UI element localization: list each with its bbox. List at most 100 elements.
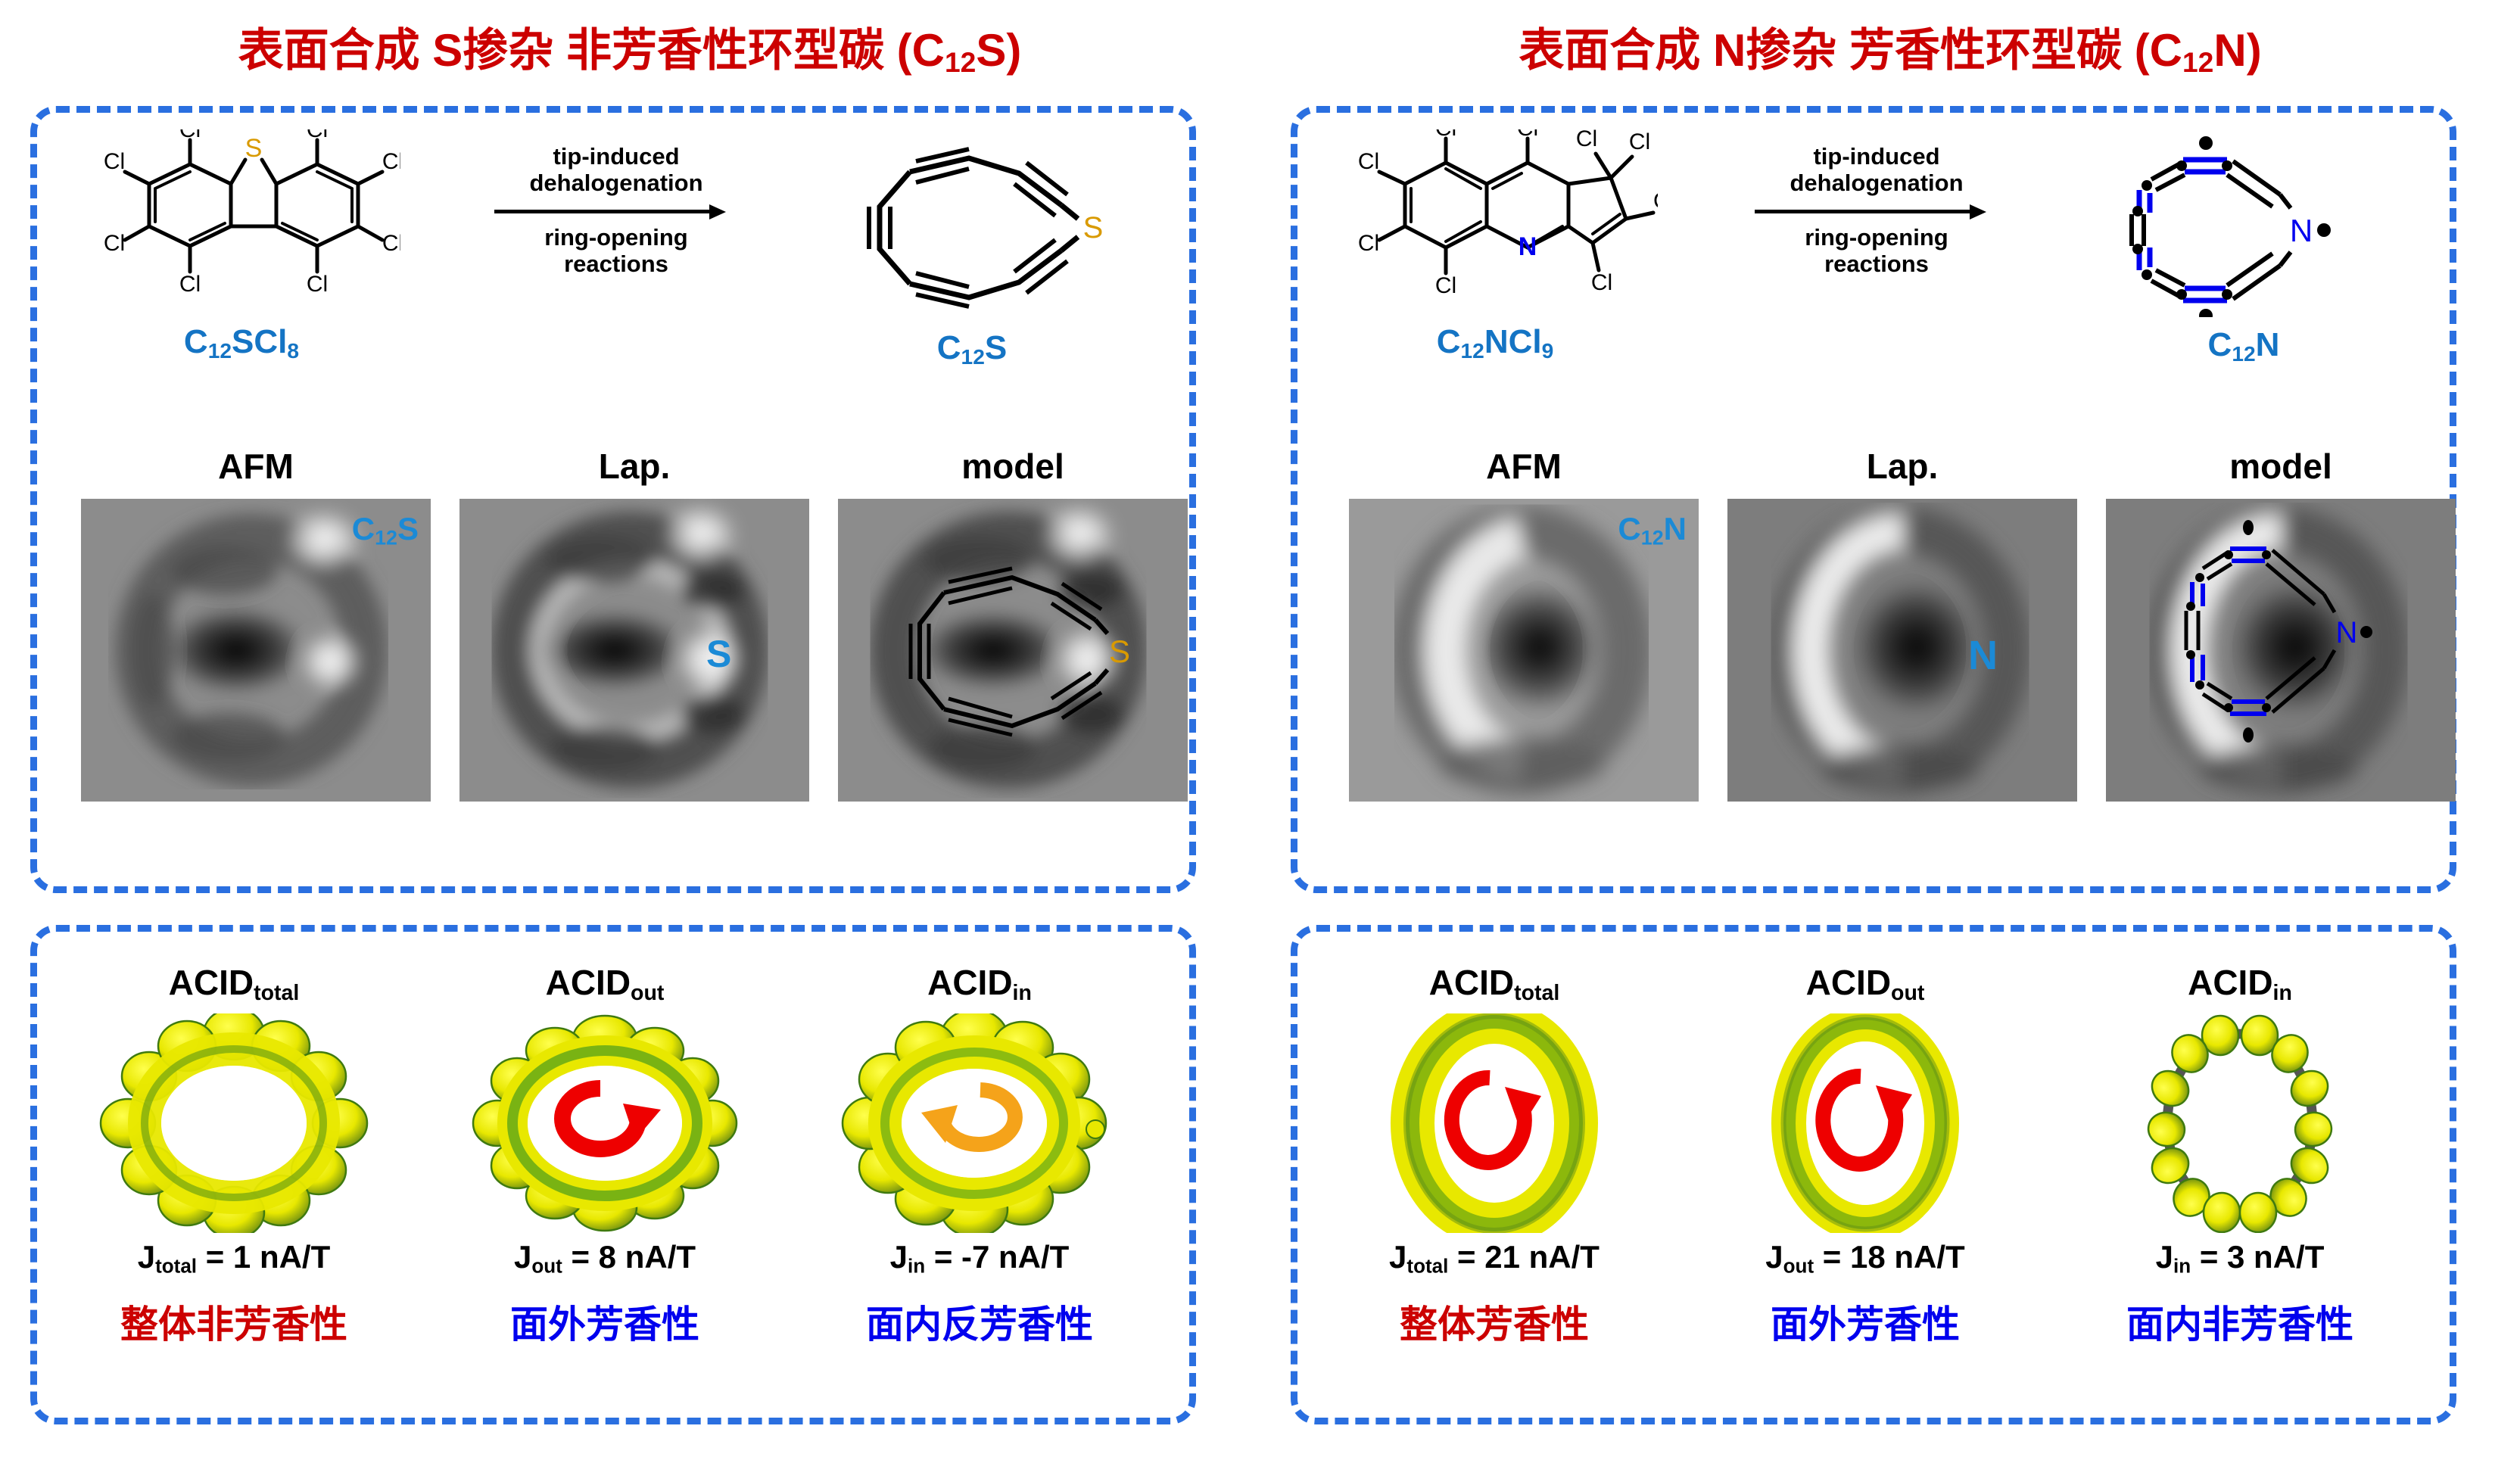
c12scl8-svg: S Cl Cl Cl Cl Cl Cl Cl Cl [104,129,400,297]
acid-label-out-right: ACIDout [1805,963,1925,1005]
nitrogen-atom-label: N [1519,232,1537,261]
lap-image-c12n[interactable]: N [1727,499,2077,802]
reactant-structure-c12scl8: S Cl Cl Cl Cl Cl Cl Cl Cl C12SCl8 [83,129,400,363]
svg-text:Cl: Cl [179,272,201,297]
product-label-right: C12N [2207,326,2280,366]
svg-text:Cl: Cl [1576,129,1597,151]
image-label-lap-left: Lap. [598,447,671,486]
acid-plot-in-right[interactable] [2054,1013,2425,1233]
c12n-ring-svg: N [2129,136,2331,317]
panel-title-left: 表面合成 S掺杂 非芳香性环型碳 (C12S) [0,14,1260,79]
arrow-above-line1-right: tip-induced [1813,143,1940,170]
j-value-in-left: Jin = -7 nA/T [889,1238,1070,1278]
j-value-total-right: Jtotal = 21 nA/T [1389,1238,1600,1278]
acid-col-in-left: ACIDin [802,962,1157,1349]
arrow-shaft-left [491,201,741,221]
acid-col-total-left: ACIDtotal [60,962,408,1349]
image-label-model-left: model [961,447,1064,486]
clockwise-arrow-icon [554,1079,661,1157]
c12s-ring-svg: S [867,147,1104,309]
acid-label-total-right: ACIDtotal [1428,963,1560,1005]
svg-text:Cl: Cl [104,231,125,256]
j-value-total-left: Jtotal = 1 nA/T [137,1238,331,1278]
svg-text:Cl: Cl [1517,129,1538,141]
acid-plot-out-left[interactable] [431,1013,779,1233]
j-value-out-right: Jout = 18 nA/T [1765,1238,1965,1278]
image-col-lap-left: Lap. [459,446,809,802]
panel-c12s: 表面合成 S掺杂 非芳香性环型碳 (C12S) [0,14,1260,1424]
title-right-post: N) [2213,25,2262,76]
model-overlay-structure-n [2184,546,2337,716]
svg-text:Cl: Cl [1591,270,1612,295]
image-col-lap-right: Lap. N [1727,446,2077,802]
image-label-afm-right: AFM [1486,447,1562,486]
reaction-arrow-right: tip-induced dehalogenation ring-opening … [1752,143,2001,277]
afm-image-c12n[interactable]: C12N [1349,499,1699,802]
arrow-below-line2-right: reactions [1824,250,1929,277]
acid-col-out-left: ACIDout [431,962,779,1349]
arrow-above-line2-left: dehalogenation [529,170,703,197]
arrow-head-icon [709,204,726,219]
model-overlay-structure [908,566,1110,737]
arrow-above-line2-right: dehalogenation [1790,170,1964,197]
svg-text:Cl: Cl [1629,129,1650,154]
conclusion-out-right: 面外芳香性 [1771,1303,1960,1346]
title-right-sub: 12 [2182,46,2214,79]
svg-text:Cl: Cl [307,129,328,142]
nitrogen-atom-label-product: N [2290,213,2313,248]
image-col-afm-left: AFM [81,446,431,802]
reactant-label-right: C12NCl9 [1436,323,1554,363]
title-left-sub: 12 [944,46,977,79]
acid-plot-total-left[interactable] [60,1013,408,1233]
acid-box-left: ACIDtotal [30,925,1196,1424]
model-image-c12s[interactable]: S [838,499,1188,802]
title-right-pre: 表面合成 N掺杂 芳香性环型碳 (C [1519,25,2182,76]
model-image-c12n[interactable]: N [2106,499,2456,802]
overlay-label-model-right: N [2336,616,2358,649]
svg-text:Cl: Cl [179,129,201,142]
afm-image-c12s[interactable]: C12S [81,499,431,802]
svg-text:Cl: Cl [1435,129,1456,141]
acid-label-in-right: ACIDin [2188,963,2292,1005]
arrow-below-line2-left: reactions [564,250,668,277]
overlay-label-lap-left: S [706,633,732,675]
j-value-out-left: Jout = 8 nA/T [513,1238,696,1278]
acid-col-total-right: ACIDtotal Jtotal [1320,962,1668,1349]
conclusion-in-right: 面内非芳香性 [2126,1303,2353,1346]
acid-plot-out-right[interactable] [1691,1013,2039,1233]
acid-plot-in-left[interactable] [802,1013,1157,1233]
svg-text:Cl: Cl [1358,231,1379,256]
overlay-label-model-left: S [1109,634,1130,669]
conclusion-total-right: 整体芳香性 [1400,1303,1589,1346]
title-left-post: S) [976,25,1022,76]
arrow-shaft-right [1752,201,2001,221]
acid-label-in-left: ACIDin [927,963,1032,1005]
product-structure-c12s: S C12S [821,140,1123,369]
panel-c12n: 表面合成 N掺杂 芳香性环型碳 (C12N) [1260,0,2520,1457]
image-label-model-right: model [2229,447,2332,486]
conclusion-total-left: 整体非芳香性 [120,1303,347,1346]
acid-col-in-right: ACIDin [2054,962,2425,1349]
reaction-and-imaging-box-right: N Cl Cl Cl Cl Cl Cl Cl Cl Cl C12NCl9 [1291,106,2456,893]
panel-title-right: 表面合成 N掺杂 芳香性环型碳 (C12N) [1260,14,2520,79]
counterclockwise-arrow-icon [921,1082,1023,1152]
conclusion-out-left: 面外芳香性 [510,1303,699,1346]
lap-image-c12s[interactable]: S [459,499,809,802]
image-col-afm-right: AFM [1349,446,1699,802]
svg-text:Cl: Cl [307,272,328,297]
reaction-arrow-left: tip-induced dehalogenation ring-opening … [491,143,741,277]
acid-plot-total-right[interactable] [1320,1013,1668,1233]
reaction-and-imaging-box-left: S Cl Cl Cl Cl Cl Cl Cl Cl C12SCl8 [30,106,1196,893]
image-col-model-right: model [2106,446,2456,802]
reaction-scheme-right: N Cl Cl Cl Cl Cl Cl Cl Cl Cl C12NCl9 [1297,113,2450,416]
acid-box-right: ACIDtotal Jtotal [1291,925,2456,1424]
acid-beads [2147,1014,2333,1233]
sulfur-atom-label: S [245,134,263,163]
product-structure-c12n: N C12N [2100,135,2388,366]
sulfur-atom-label-product: S [1083,211,1104,244]
arrow-above-line1-left: tip-induced [553,143,680,170]
acid-label-total-left: ACIDtotal [168,963,300,1005]
svg-text:Cl: Cl [382,231,400,256]
clockwise-arrow-icon [1815,1068,1912,1172]
svg-text:Cl: Cl [1653,188,1658,213]
